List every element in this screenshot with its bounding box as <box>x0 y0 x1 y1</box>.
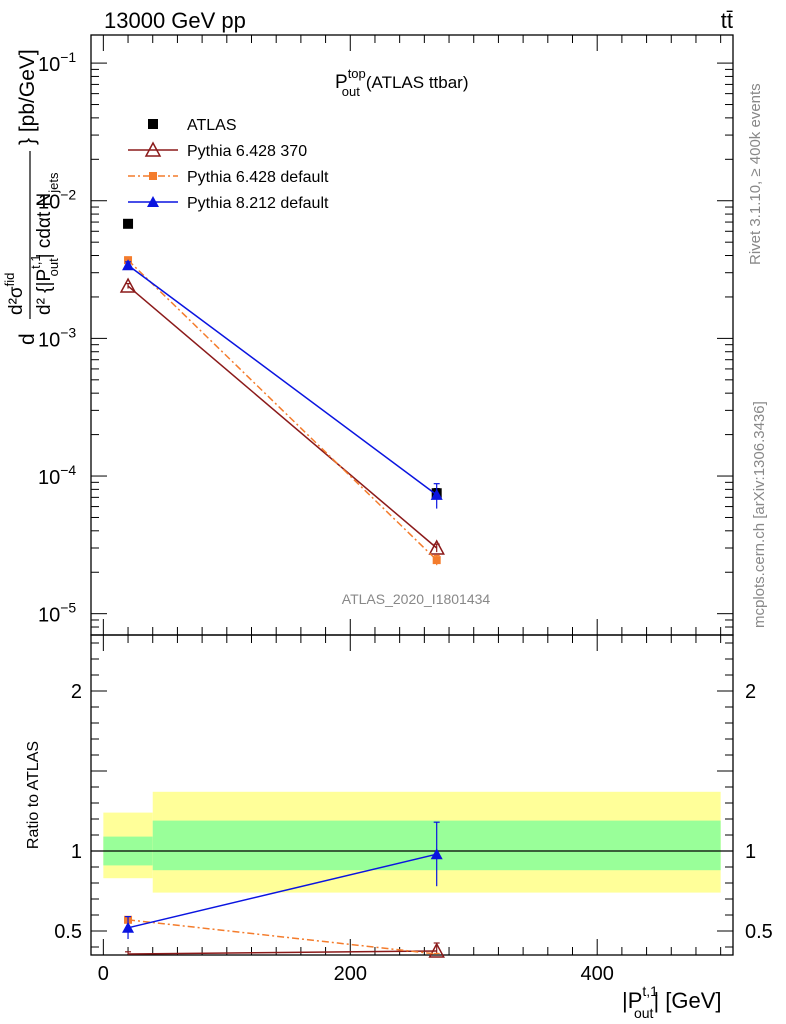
y-tick-label: 10−2 <box>38 187 76 214</box>
svg-text:d²σfid: d²σfid <box>2 273 27 315</box>
svg-text:} [pb/GeV]: } [pb/GeV] <box>16 49 39 145</box>
y-tick-label: 10−5 <box>38 600 76 627</box>
y-tick-label: 10−3 <box>38 324 76 351</box>
x-tick-label: 0 <box>98 963 109 985</box>
ratio-y-tick-label-right: 2 <box>745 681 756 703</box>
ratio-y-tick-label: 1 <box>71 841 82 863</box>
x-tick-label: 200 <box>334 963 367 985</box>
x-tick-label: 400 <box>581 963 614 985</box>
mcplots-label: mcplots.cern.ch [arXiv:1306.3436] <box>751 401 768 628</box>
main-point-pythia-6-428-default <box>432 556 441 565</box>
main-x-ticks <box>102 35 722 635</box>
main-point-pythia-6-428-370 <box>428 539 445 555</box>
ratio-series <box>122 821 445 958</box>
legend-label-pythia-8-212-default: Pythia 8.212 default <box>187 195 329 212</box>
main-series <box>119 218 445 566</box>
main-point-atlas <box>123 218 134 229</box>
ratio-plot-frame <box>90 634 734 956</box>
main-point-pythia-6-428-370 <box>119 277 137 293</box>
process-label: tt̄ <box>721 8 733 33</box>
main-y-ticks: 10−5 10−4 10−3 10−2 10−1 <box>38 49 733 636</box>
rivet-label: Rivet 3.1.10, ≥ 400k events <box>747 83 764 265</box>
ratio-bands <box>103 791 721 893</box>
main-line-pythia-6-428-370 <box>127 285 438 549</box>
legend-label-atlas: ATLAS <box>187 117 237 134</box>
ratio-line-pythia-8-212-default <box>127 853 437 929</box>
svg-text:d: d <box>16 333 39 345</box>
main-point-pythia-8-212-default <box>122 259 135 271</box>
ratio-y-tick-label-right: 0.5 <box>745 921 773 943</box>
ratio-y-tick-label-right: 1 <box>745 841 756 863</box>
energy-label: 13000 GeV pp <box>104 8 246 33</box>
ratio-point-pythia-8-212-default <box>430 848 443 860</box>
ratio-point-pythia-8-212-default <box>122 921 135 933</box>
ratio-y-tick-label: 2 <box>71 681 82 703</box>
ratio-y-tick-label: 0.5 <box>54 921 82 943</box>
legend-marker-pythia-8-212-default <box>147 196 159 207</box>
legend-marker-pythia-6-428-370 <box>144 141 162 157</box>
analysis-id: ATLAS_2020_I1801434 <box>342 591 491 607</box>
main-point-pythia-8-212-default <box>430 488 443 500</box>
ratio-line-pythia-6-428-370 <box>128 950 437 955</box>
legend-label-pythia-6-428-default: Pythia 6.428 default <box>187 169 329 186</box>
legend-label-pythia-6-428-370: Pythia 6.428 370 <box>187 143 307 160</box>
ratio-point-pythia-6-428-370 <box>428 942 445 958</box>
ratio-ticks: 0 200 400 0.5 0.5 1 1 2 2 <box>54 635 773 985</box>
x-axis-label: |Pt,1 out| [GeV] <box>622 983 722 1021</box>
main-line-pythia-8-212-default <box>127 264 438 496</box>
ratio-line-pythia-6-428-default <box>127 919 437 955</box>
plot-title: Ptop out (ATLAS ttbar) <box>335 66 469 99</box>
main-y-axis-label: d d²σfid d² {|Pt,1 out| cdαt Njets } [pb/… <box>2 49 61 345</box>
legend-marker-atlas <box>148 119 158 129</box>
main-line-pythia-6-428-default <box>127 259 438 561</box>
legend: ATLAS Pythia 6.428 370 Pythia 6.428 defaul… <box>128 117 329 212</box>
y-tick-label: 10−1 <box>38 49 76 76</box>
ratio-y-axis-label: Ratio to ATLAS <box>25 741 42 849</box>
y-tick-label: 10−4 <box>38 462 76 489</box>
legend-marker-pythia-6-428-default <box>149 172 157 180</box>
